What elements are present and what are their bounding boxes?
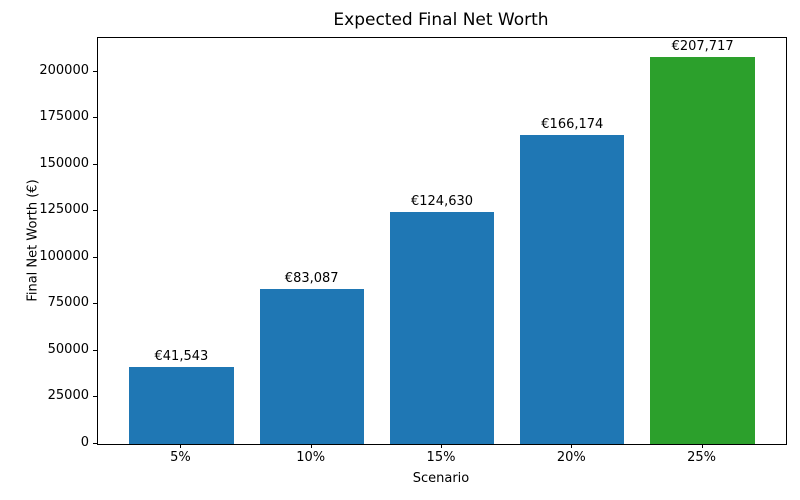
y-tick-mark — [93, 163, 97, 165]
chart-title: Expected Final Net Worth — [333, 10, 549, 30]
bar-10% — [259, 289, 364, 444]
x-tick-mark — [310, 444, 312, 448]
y-tick-label: 200000 — [39, 62, 89, 78]
y-tick-label: 100000 — [39, 248, 89, 264]
x-tick-mark — [180, 444, 182, 448]
y-tick-label: 175000 — [39, 109, 89, 125]
y-tick-label: 0 — [80, 435, 89, 450]
bar-5% — [129, 366, 234, 444]
bar-value-label: €83,087 — [284, 271, 339, 287]
y-tick-label: 125000 — [39, 202, 89, 218]
y-tick-mark — [93, 70, 97, 72]
y-tick-mark — [93, 443, 97, 444]
y-tick-label: 150000 — [39, 155, 89, 171]
y-tick-mark — [93, 303, 97, 305]
y-tick-label: 25000 — [47, 388, 89, 404]
y-tick-label: 75000 — [47, 295, 89, 311]
x-tick-mark — [441, 444, 442, 448]
x-tick-mark — [701, 444, 703, 448]
y-tick-mark — [93, 117, 97, 119]
y-tick-label: 50000 — [47, 341, 89, 357]
x-tick-label: 10% — [296, 450, 326, 465]
x-tick-label: 20% — [556, 450, 586, 465]
bar-20% — [520, 134, 625, 444]
bar-value-label: €207,717 — [671, 39, 734, 55]
x-tick-label: 15% — [426, 450, 456, 465]
y-tick-mark — [93, 210, 97, 212]
bar-value-label: €166,174 — [541, 116, 604, 132]
plot-area: €41,543 €83,087 €124,630 €166,174 €207,717 — [97, 37, 787, 445]
bar-value-label: €41,543 — [154, 348, 209, 364]
bar-value-label: €124,630 — [410, 194, 474, 209]
y-tick-mark — [93, 349, 97, 351]
bar-15% — [389, 212, 495, 444]
bar-25% — [650, 57, 755, 444]
x-tick-mark — [571, 444, 573, 448]
x-axis-label: Scenario — [412, 471, 470, 486]
x-tick-label: 25% — [687, 450, 717, 465]
y-tick-mark — [93, 396, 97, 398]
y-tick-mark — [93, 256, 97, 258]
x-tick-label: 5% — [170, 450, 191, 465]
